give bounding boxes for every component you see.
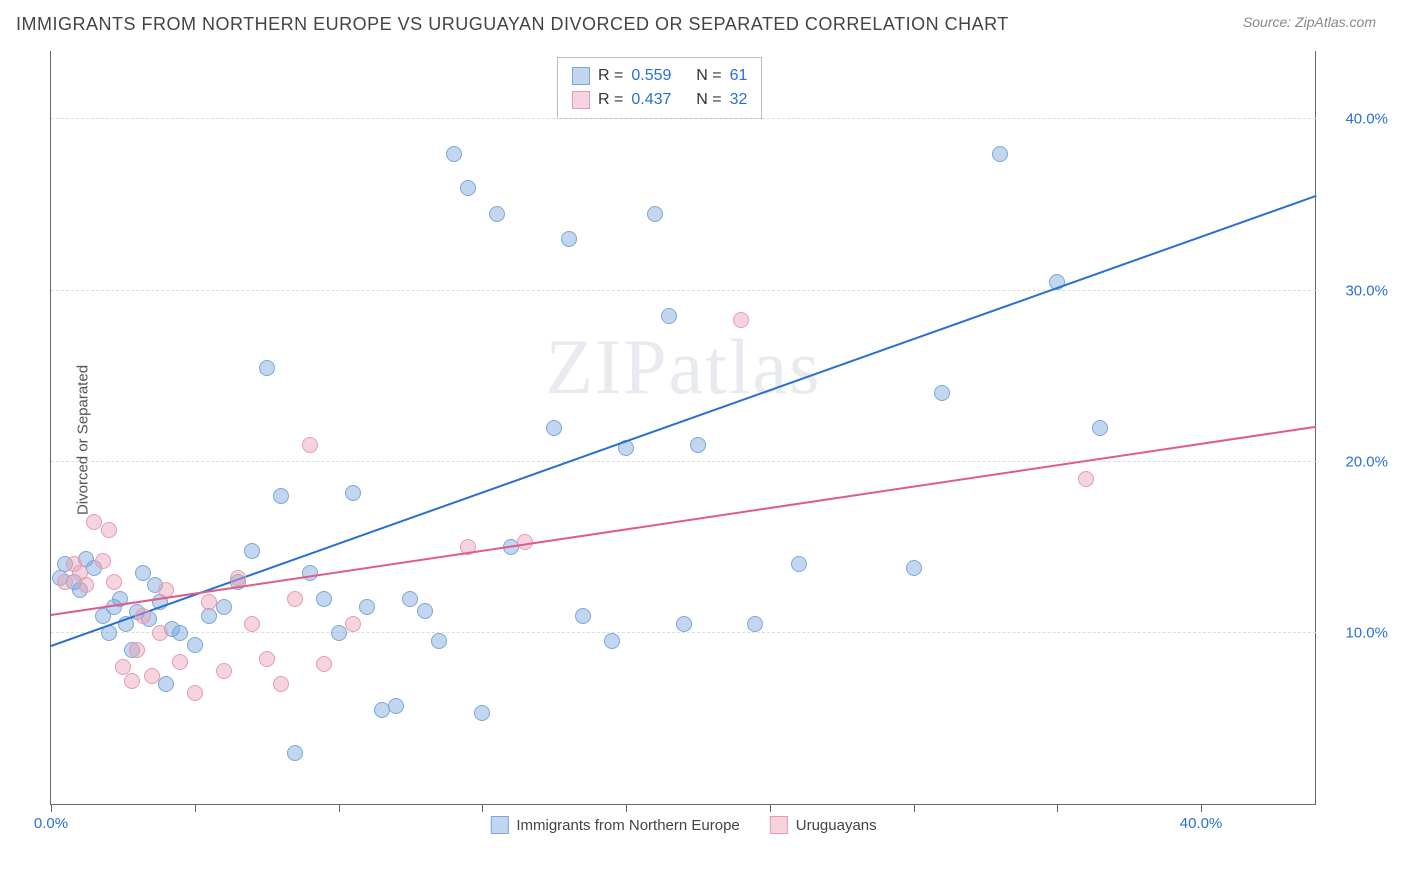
data-point: [187, 685, 203, 701]
data-point: [661, 308, 677, 324]
data-point: [124, 673, 140, 689]
x-tick: [1201, 804, 1202, 812]
x-tick-label: 0.0%: [34, 815, 68, 832]
data-point: [216, 663, 232, 679]
data-point: [388, 698, 404, 714]
n-value-series-1: 61: [730, 64, 748, 88]
data-point: [934, 385, 950, 401]
data-point: [57, 574, 73, 590]
data-point: [446, 146, 462, 162]
swatch-series-1-bottom: [490, 816, 508, 834]
data-point: [287, 745, 303, 761]
data-point: [647, 206, 663, 222]
data-point: [187, 637, 203, 653]
data-point: [345, 485, 361, 501]
x-tick: [914, 804, 915, 812]
data-point: [546, 420, 562, 436]
swatch-series-2: [572, 91, 590, 109]
x-tick: [770, 804, 771, 812]
x-tick: [339, 804, 340, 812]
gridline: [51, 118, 1316, 119]
data-point: [417, 603, 433, 619]
data-point: [690, 437, 706, 453]
data-point: [431, 633, 447, 649]
n-value-series-2: 32: [730, 88, 748, 112]
y-tick-label: 10.0%: [1345, 624, 1388, 641]
data-point: [747, 616, 763, 632]
gridline: [51, 290, 1316, 291]
legend-item-series-2: Uruguayans: [770, 816, 877, 834]
data-point: [144, 668, 160, 684]
x-tick-label: 40.0%: [1180, 815, 1223, 832]
legend-item-series-1: Immigrants from Northern Europe: [490, 816, 739, 834]
data-point: [135, 608, 151, 624]
y-tick-label: 40.0%: [1345, 111, 1388, 128]
data-point: [992, 146, 1008, 162]
legend-row-series-1: R = 0.559 N = 61: [572, 64, 747, 88]
y-tick-label: 20.0%: [1345, 453, 1388, 470]
data-point: [489, 206, 505, 222]
data-point: [302, 437, 318, 453]
data-point: [259, 360, 275, 376]
data-point: [216, 599, 232, 615]
data-point: [1092, 420, 1108, 436]
chart-title: IMMIGRANTS FROM NORTHERN EUROPE VS URUGU…: [16, 14, 1009, 35]
data-point: [86, 514, 102, 530]
data-point: [273, 488, 289, 504]
y-tick-label: 30.0%: [1345, 282, 1388, 299]
data-point: [316, 656, 332, 672]
data-point: [1078, 471, 1094, 487]
data-point: [201, 608, 217, 624]
data-point: [259, 651, 275, 667]
data-point: [791, 556, 807, 572]
data-point: [158, 676, 174, 692]
trend-line: [51, 426, 1316, 616]
data-point: [906, 560, 922, 576]
data-point: [106, 574, 122, 590]
data-point: [287, 591, 303, 607]
data-point: [604, 633, 620, 649]
r-value-series-1: 0.559: [631, 64, 671, 88]
data-point: [78, 577, 94, 593]
data-point: [402, 591, 418, 607]
legend-row-series-2: R = 0.437 N = 32: [572, 88, 747, 112]
x-tick: [482, 804, 483, 812]
r-value-series-2: 0.437: [631, 88, 671, 112]
data-point: [302, 565, 318, 581]
data-point: [172, 654, 188, 670]
x-tick: [626, 804, 627, 812]
x-tick: [51, 804, 52, 812]
chart-container: Divorced or Separated ZIPatlas R = 0.559…: [36, 45, 1396, 835]
swatch-series-1: [572, 67, 590, 85]
data-point: [345, 616, 361, 632]
gridline: [51, 461, 1316, 462]
data-point: [244, 543, 260, 559]
data-point: [331, 625, 347, 641]
x-tick: [1057, 804, 1058, 812]
data-point: [359, 599, 375, 615]
swatch-series-2-bottom: [770, 816, 788, 834]
data-point: [316, 591, 332, 607]
watermark: ZIPatlas: [546, 322, 822, 412]
data-point: [676, 616, 692, 632]
data-point: [201, 594, 217, 610]
data-point: [152, 625, 168, 641]
plot-area: ZIPatlas R = 0.559 N = 61 R = 0.437 N = …: [50, 51, 1316, 805]
correlation-legend: R = 0.559 N = 61 R = 0.437 N = 32: [557, 57, 762, 119]
data-point: [129, 642, 145, 658]
series-legend: Immigrants from Northern Europe Uruguaya…: [490, 816, 876, 834]
x-tick: [195, 804, 196, 812]
data-point: [172, 625, 188, 641]
data-point: [244, 616, 260, 632]
data-point: [101, 522, 117, 538]
data-point: [575, 608, 591, 624]
data-point: [230, 570, 246, 586]
source-attribution: Source: ZipAtlas.com: [1243, 14, 1376, 30]
data-point: [273, 676, 289, 692]
data-point: [474, 705, 490, 721]
data-point: [460, 180, 476, 196]
data-point: [95, 553, 111, 569]
data-point: [733, 312, 749, 328]
data-point: [561, 231, 577, 247]
